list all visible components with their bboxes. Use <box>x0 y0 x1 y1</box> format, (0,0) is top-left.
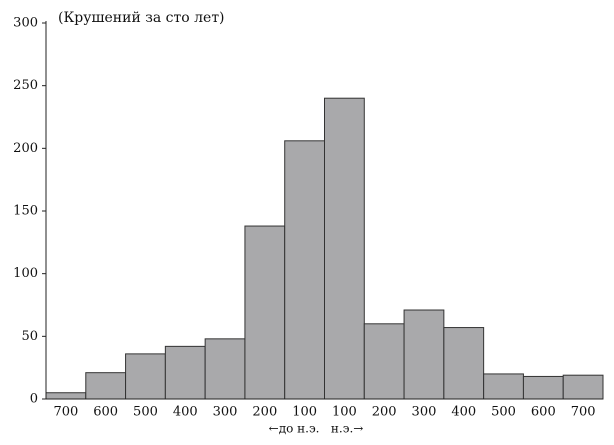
bar <box>403 309 445 400</box>
bar <box>443 327 485 400</box>
bar <box>45 392 87 400</box>
bar <box>363 323 405 400</box>
bar <box>284 140 326 400</box>
x-tick-label: 700 <box>53 405 78 420</box>
x-tick-label: 400 <box>173 405 198 420</box>
bar <box>562 374 604 400</box>
y-tick-label: 200 <box>13 141 38 156</box>
x-tick-label: 700 <box>571 405 596 420</box>
y-tick-label: 0 <box>30 392 38 407</box>
x-tick-label: 100 <box>332 405 357 420</box>
y-tick-label: 50 <box>21 329 38 344</box>
x-tick-label: 500 <box>133 405 158 420</box>
x-tick-label: 600 <box>93 405 118 420</box>
bar <box>85 372 127 400</box>
bar <box>522 375 564 400</box>
x-tick-label: 600 <box>531 405 556 420</box>
chart-title: (Крушений за сто лет) <box>58 10 225 26</box>
bar <box>324 97 365 400</box>
x-tick-label: 300 <box>213 405 238 420</box>
x-tick-label: 200 <box>372 405 397 420</box>
x-tick-label: 400 <box>451 405 476 420</box>
y-tick-label: 250 <box>13 78 38 93</box>
x-tick-label: 200 <box>252 405 277 420</box>
x-tick-label: 300 <box>412 405 437 420</box>
bar <box>204 338 246 400</box>
y-tick-label: 150 <box>13 204 38 219</box>
y-tick-label: 300 <box>13 16 38 31</box>
bar <box>244 225 286 400</box>
x-tick-label: 500 <box>491 405 516 420</box>
bar <box>125 353 166 400</box>
x-tick-label: 100 <box>292 405 317 420</box>
bar <box>164 345 206 400</box>
bar <box>483 373 524 400</box>
y-tick-label: 100 <box>13 266 38 281</box>
x-axis-label: ←до н.э. н.э.→ <box>269 422 364 436</box>
